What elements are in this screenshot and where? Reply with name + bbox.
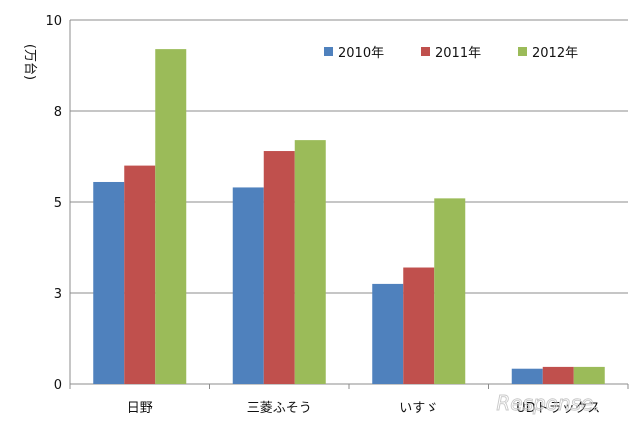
- legend-swatch: [518, 47, 527, 56]
- y-axis-label: (万台): [22, 44, 37, 80]
- y-tick-label: 5: [54, 196, 62, 211]
- bar-3-1: [155, 49, 187, 385]
- bar-1-3: [372, 283, 404, 384]
- legend-label: 2010年: [338, 46, 384, 61]
- category-labels: 日野 三菱ふそう いすゞ UDトラックス: [127, 401, 601, 416]
- bar-2-2: [263, 151, 295, 384]
- bar-1-1: [93, 181, 125, 384]
- y-tick-label: 8: [54, 105, 62, 120]
- bar-2-3: [403, 267, 435, 384]
- category-label: UDトラックス: [516, 401, 600, 416]
- category-label: いすゞ: [399, 401, 438, 416]
- bar-3-4: [573, 366, 605, 384]
- bar-3-3: [434, 198, 466, 384]
- legend: 2010年 2011年 2012年: [324, 46, 578, 61]
- category-label: 三菱ふそう: [247, 401, 312, 416]
- bar-2-4: [542, 366, 574, 384]
- category-label: 日野: [127, 401, 153, 416]
- y-tick-labels: 0 3 5 8 10: [45, 14, 62, 393]
- bar-1-2: [232, 187, 264, 384]
- y-tick-label: 0: [54, 378, 62, 393]
- legend-label: 2012年: [532, 46, 578, 61]
- legend-swatch: [421, 47, 430, 56]
- watermark-logo: Response.: [496, 391, 599, 415]
- y-tick-label: 10: [45, 14, 62, 29]
- bars: [93, 49, 605, 385]
- bar-2-1: [124, 165, 156, 384]
- legend-label: 2011年: [435, 46, 481, 61]
- bar-3-2: [294, 140, 326, 384]
- legend-swatch: [324, 47, 333, 56]
- bar-1-4: [511, 368, 543, 384]
- y-tick-label: 3: [54, 287, 62, 302]
